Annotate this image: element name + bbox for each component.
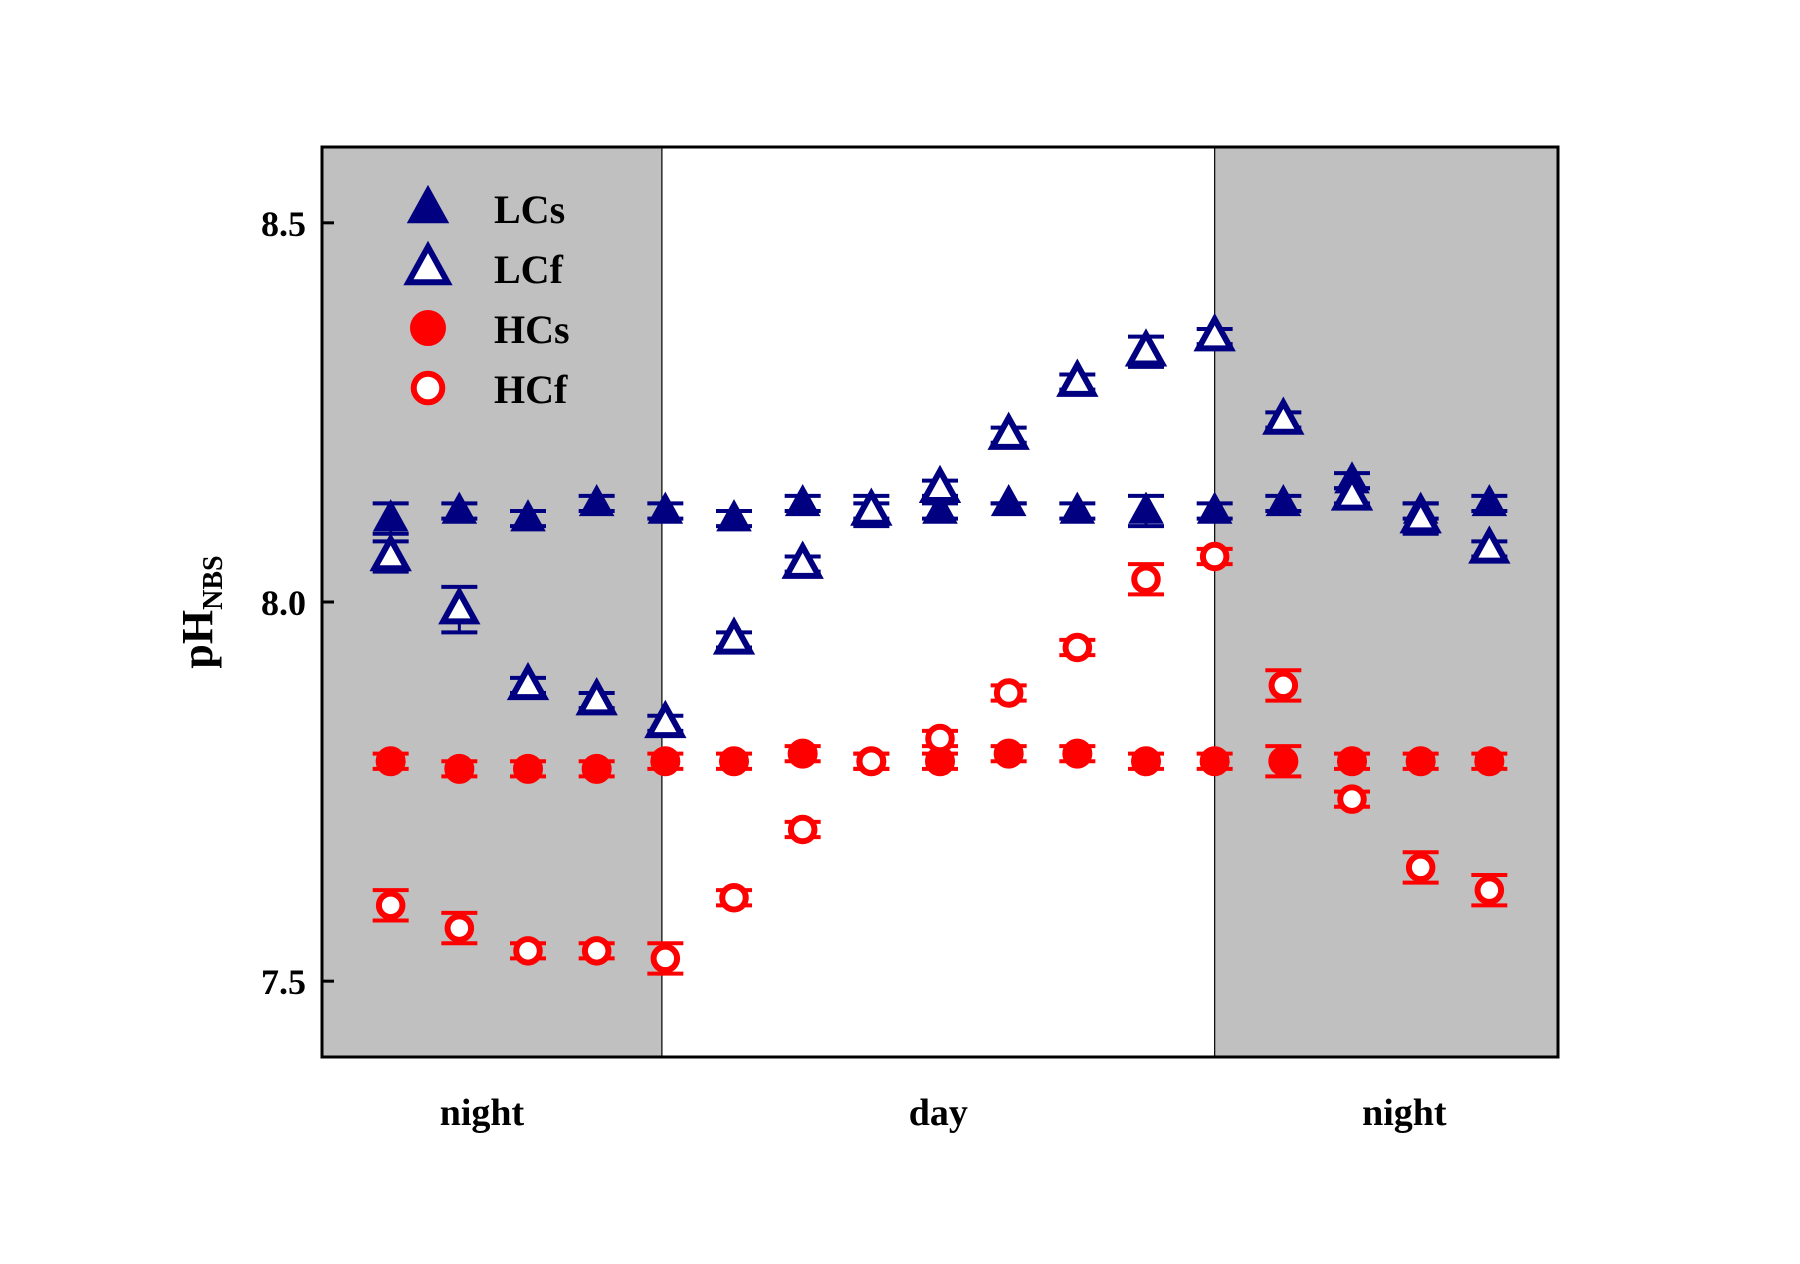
point-HCs-12 — [1131, 746, 1161, 777]
y-tick-label-0: 7.5 — [261, 962, 306, 1002]
point-LCs-11 — [1059, 491, 1096, 524]
y-axis-title: pHNBS — [173, 555, 229, 668]
point-LCf-7 — [781, 540, 824, 579]
data-marks — [369, 313, 1511, 976]
y-tick-label-1: 8.0 — [261, 583, 306, 623]
point-HCf-11 — [1062, 632, 1093, 663]
point-LCs-4 — [578, 483, 615, 517]
point-LCf-13 — [1193, 313, 1236, 352]
y-axis: 7.5 8.0 8.5 — [261, 204, 334, 1002]
point-HCs-11 — [1062, 738, 1093, 769]
legend-item-LCs: LCs — [406, 184, 565, 232]
point-LCf-12 — [1124, 328, 1168, 367]
point-HCs-5 — [650, 746, 681, 777]
point-LCf-11 — [1056, 358, 1099, 397]
point-LCs-5 — [647, 491, 684, 524]
y-axis-title-main: pH — [173, 610, 222, 669]
point-HCf-12 — [1131, 564, 1161, 595]
point-LCs-14 — [1265, 483, 1302, 517]
point-HCf-13 — [1199, 541, 1230, 572]
series-LCf — [369, 313, 1511, 739]
point-LCs-2 — [441, 491, 478, 524]
series-HCf — [372, 541, 1508, 976]
point-LCf-15 — [1330, 472, 1374, 511]
point-HCf-5 — [650, 943, 681, 974]
y-tick-label-2: 8.5 — [261, 204, 306, 244]
point-LCf-10 — [987, 411, 1030, 450]
point-HCf-7 — [787, 814, 818, 845]
point-HCf-10 — [993, 678, 1024, 708]
point-HCf-17 — [1474, 875, 1505, 905]
point-LCf-6 — [712, 616, 756, 655]
period-separators — [661, 147, 1216, 1057]
point-LCs-13 — [1196, 491, 1233, 524]
point-HCs-3 — [513, 753, 543, 784]
point-HCs-7 — [787, 738, 818, 769]
point-LCf-14 — [1262, 396, 1305, 435]
point-LCf-1 — [369, 532, 412, 572]
point-LCs-1 — [372, 499, 409, 532]
point-HCf-15 — [1337, 784, 1367, 814]
legend-item-HCs: HCs — [410, 307, 570, 352]
point-HCs-13 — [1199, 746, 1230, 777]
legend-marker-HCf — [410, 370, 446, 406]
point-HCf-9 — [925, 723, 955, 754]
point-LCf-16 — [1399, 495, 1442, 534]
period-shade-2 — [1214, 147, 1558, 1057]
legend-label-HCf: HCf — [494, 367, 568, 412]
point-HCs-4 — [581, 753, 612, 784]
period-label-1: day — [909, 1092, 968, 1134]
point-HCf-14 — [1268, 670, 1299, 701]
legend-marker-HCs — [410, 310, 446, 346]
point-LCf-5 — [644, 699, 687, 739]
legend-marker-LCs — [406, 184, 450, 224]
point-HCs-16 — [1405, 746, 1436, 777]
point-LCf-8 — [850, 487, 893, 526]
point-LCf-2 — [438, 586, 481, 625]
point-HCs-17 — [1474, 746, 1505, 777]
point-LCs-17 — [1471, 483, 1508, 517]
point-HCs-15 — [1337, 746, 1367, 777]
legend-item-LCf: LCf — [403, 240, 564, 292]
point-LCf-3 — [506, 661, 550, 701]
period-label-0: night — [440, 1092, 525, 1134]
point-LCs-9 — [922, 491, 958, 524]
point-HCf-3 — [513, 936, 543, 966]
series-HCs — [372, 738, 1508, 784]
point-HCf-1 — [375, 890, 406, 921]
legend: LCs LCf HCs HCf — [403, 184, 570, 412]
point-HCf-4 — [581, 936, 612, 966]
legend-item-HCf: HCf — [410, 367, 568, 412]
point-LCs-6 — [716, 499, 752, 532]
point-HCs-10 — [993, 738, 1024, 769]
point-LCf-9 — [918, 464, 962, 504]
point-HCf-16 — [1405, 852, 1436, 883]
point-LCf-4 — [575, 677, 618, 716]
point-HCf-8 — [856, 746, 887, 777]
legend-marker-LCf — [403, 240, 453, 286]
point-HCs-2 — [444, 753, 475, 784]
point-HCf-6 — [719, 882, 749, 913]
legend-label-HCs: HCs — [494, 307, 570, 352]
point-LCf-17 — [1468, 525, 1511, 564]
point-HCs-1 — [375, 746, 406, 777]
point-LCs-7 — [784, 483, 821, 517]
point-HCs-14 — [1268, 746, 1299, 777]
point-LCs-3 — [510, 499, 546, 532]
point-LCs-12 — [1128, 491, 1164, 524]
period-labels: night day night — [440, 1092, 1447, 1134]
point-HCs-6 — [719, 746, 749, 777]
legend-label-LCs: LCs — [494, 187, 565, 232]
point-LCs-10 — [990, 483, 1027, 517]
legend-label-LCf: LCf — [494, 247, 564, 292]
period-label-2: night — [1362, 1092, 1447, 1134]
y-axis-title-subscript: NBS — [198, 555, 229, 609]
point-HCf-2 — [444, 913, 475, 943]
